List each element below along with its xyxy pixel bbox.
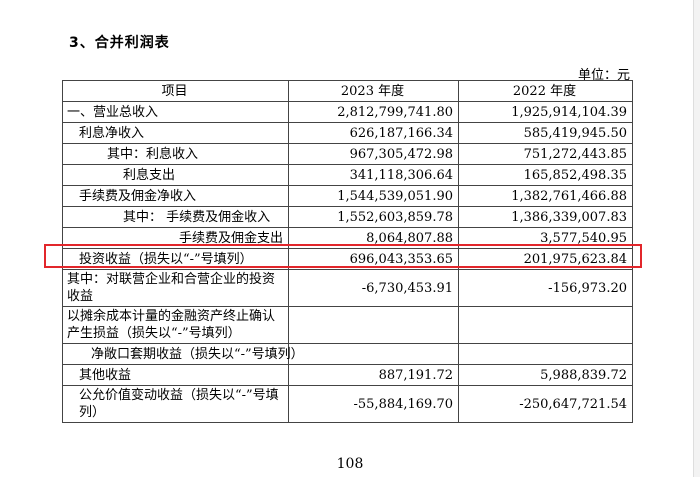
table-row-highlighted: 投资收益（损失以“-”号填列） 696,043,353.65 201,975,6… (62, 248, 633, 270)
table-row: 其他收益 887,191.72 5,988,839.72 (62, 364, 633, 386)
table-row: 以摊余成本计量的金融资产终止确认产生损益（损失以“-”号填列） (62, 306, 633, 344)
income-statement-table: 项目 2023 年度 2022 年度 一、营业总收入 2,812,799,741… (62, 80, 633, 423)
page-edge-scrollbar (693, 0, 700, 477)
table-row: 一、营业总收入 2,812,799,741.80 1,925,914,104.3… (62, 101, 633, 123)
value-2023: 626,187,166.34 (288, 122, 459, 144)
value-2023: 887,191.72 (288, 364, 459, 386)
value-2022: -156,973.20 (458, 269, 633, 307)
value-2022: 201,975,623.84 (458, 248, 633, 270)
table-row: 公允价值变动收益（损失以“-”号填列） -55,884,169.70 -250,… (62, 385, 633, 423)
header-2022: 2022 年度 (458, 80, 633, 102)
value-2022 (458, 343, 633, 365)
header-2023: 2023 年度 (288, 80, 459, 102)
value-2023: 341,118,306.64 (288, 164, 459, 186)
value-2022 (458, 306, 633, 344)
row-label: 投资收益（损失以“-”号填列） (62, 248, 289, 270)
table-row: 其中：利息收入 967,305,472.98 751,272,443.85 (62, 143, 633, 165)
row-label: 手续费及佣金净收入 (62, 185, 289, 207)
value-2023: -55,884,169.70 (288, 385, 459, 423)
value-2022: 5,988,839.72 (458, 364, 633, 386)
row-label: 利息净收入 (62, 122, 289, 144)
value-2023 (288, 306, 459, 344)
section-title: 3、合并利润表 (69, 35, 170, 51)
value-2023: -6,730,453.91 (288, 269, 459, 307)
value-2022: 1,386,339,007.83 (458, 206, 633, 228)
value-2023: 1,552,603,859.78 (288, 206, 459, 228)
value-2022: 1,925,914,104.39 (458, 101, 633, 123)
table-row: 净敞口套期收益（损失以“-”号填列） (62, 343, 633, 365)
value-2023 (288, 343, 459, 365)
table-row: 利息支出 341,118,306.64 165,852,498.35 (62, 164, 633, 186)
page-number: 108 (336, 456, 364, 472)
row-label: 其中： 手续费及佣金收入 (62, 206, 289, 228)
value-2023: 696,043,353.65 (288, 248, 459, 270)
value-2022: -250,647,721.54 (458, 385, 633, 423)
table-row: 其中： 手续费及佣金收入 1,552,603,859.78 1,386,339,… (62, 206, 633, 228)
row-label: 公允价值变动收益（损失以“-”号填列） (62, 385, 289, 423)
value-2023: 8,064,807.88 (288, 227, 459, 249)
value-2022: 3,577,540.95 (458, 227, 633, 249)
row-label: 净敞口套期收益（损失以“-”号填列） (62, 343, 304, 365)
header-item: 项目 (62, 80, 289, 102)
value-2023: 2,812,799,741.80 (288, 101, 459, 123)
table-row: 利息净收入 626,187,166.34 585,419,945.50 (62, 122, 633, 144)
value-2022: 751,272,443.85 (458, 143, 633, 165)
value-2022: 165,852,498.35 (458, 164, 633, 186)
value-2023: 967,305,472.98 (288, 143, 459, 165)
row-label: 其中：利息收入 (62, 143, 289, 165)
row-label: 手续费及佣金支出 (62, 227, 289, 249)
row-label: 以摊余成本计量的金融资产终止确认产生损益（损失以“-”号填列） (62, 306, 289, 344)
value-2023: 1,544,539,051.90 (288, 185, 459, 207)
unit-label: 单位：元 (577, 68, 630, 83)
value-2022: 585,419,945.50 (458, 122, 633, 144)
row-label: 一、营业总收入 (62, 101, 289, 123)
value-2022: 1,382,761,466.88 (458, 185, 633, 207)
row-label: 利息支出 (62, 164, 289, 186)
table-header-row: 项目 2023 年度 2022 年度 (62, 80, 633, 102)
table-row: 手续费及佣金净收入 1,544,539,051.90 1,382,761,466… (62, 185, 633, 207)
table-row: 手续费及佣金支出 8,064,807.88 3,577,540.95 (62, 227, 633, 249)
table-row: 其中：对联营企业和合营企业的投资收益 -6,730,453.91 -156,97… (62, 269, 633, 307)
row-label: 其他收益 (62, 364, 289, 386)
row-label: 其中：对联营企业和合营企业的投资收益 (62, 269, 289, 307)
